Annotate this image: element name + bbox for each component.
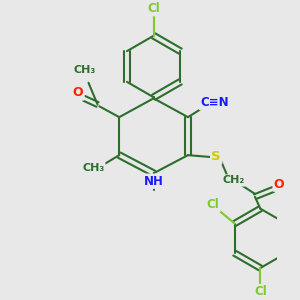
Text: CH₃: CH₃ — [82, 163, 104, 173]
Text: CH₂: CH₂ — [222, 176, 244, 185]
Text: NH: NH — [144, 175, 164, 188]
Text: Cl: Cl — [147, 2, 160, 15]
Text: Cl: Cl — [207, 198, 219, 211]
Text: C≡N: C≡N — [200, 96, 229, 109]
Text: O: O — [73, 86, 83, 99]
Text: Cl: Cl — [254, 285, 267, 298]
Text: O: O — [274, 178, 284, 190]
Text: S: S — [212, 150, 221, 164]
Text: CH₃: CH₃ — [74, 65, 96, 75]
